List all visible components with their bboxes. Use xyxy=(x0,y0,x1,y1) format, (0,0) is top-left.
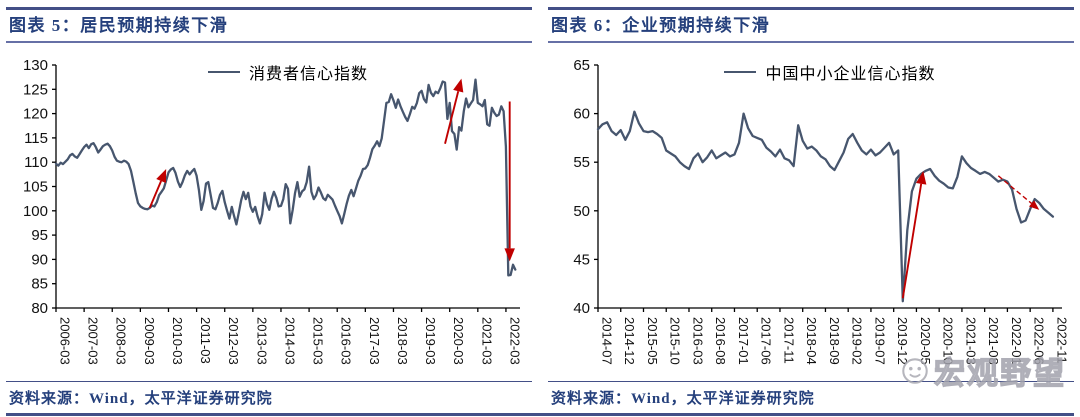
svg-text:2022-06: 2022-06 xyxy=(1032,317,1047,365)
source-note-right: 资料来源：Wind，太平洋证券研究院 xyxy=(551,391,815,408)
svg-text:2018-09: 2018-09 xyxy=(827,317,842,365)
svg-text:2017-06: 2017-06 xyxy=(759,317,774,365)
chart-panel-consumer-confidence: 图表 5：居民预期持续下滑 80 85 90 95 100 105 110 115 120 125… xyxy=(6,0,532,408)
svg-text:2020-03: 2020-03 xyxy=(451,317,466,365)
svg-text:90: 90 xyxy=(31,251,48,268)
svg-text:2011-03: 2011-03 xyxy=(198,317,213,364)
svg-text:2021-08: 2021-08 xyxy=(986,317,1001,365)
sme-confidence-chart-annotation-arrow-1 xyxy=(901,170,927,299)
svg-text:2006-03: 2006-03 xyxy=(58,317,73,365)
svg-text:95: 95 xyxy=(31,227,48,244)
svg-text:120: 120 xyxy=(23,105,48,122)
svg-text:80: 80 xyxy=(31,300,48,317)
svg-text:2020-05: 2020-05 xyxy=(918,317,933,365)
svg-text:2016-03: 2016-03 xyxy=(690,317,705,365)
svg-text:2017-11: 2017-11 xyxy=(781,317,796,364)
svg-text:2021-03: 2021-03 xyxy=(963,317,978,365)
svg-text:105: 105 xyxy=(23,178,48,195)
svg-text:50: 50 xyxy=(573,203,590,220)
svg-text:2015-03: 2015-03 xyxy=(311,317,326,365)
svg-text:2019-07: 2019-07 xyxy=(872,317,887,365)
svg-text:110: 110 xyxy=(24,154,48,171)
svg-text:2022-01: 2022-01 xyxy=(1009,317,1024,365)
svg-text:2021-03: 2021-03 xyxy=(479,317,494,365)
svg-text:2008-03: 2008-03 xyxy=(114,317,129,365)
figure-title-left: 图表 5：居民预期持续下滑 xyxy=(9,16,229,35)
svg-text:2007-03: 2007-03 xyxy=(86,317,101,365)
consumer-confidence-chart-axes: 80 85 90 95 100 105 110 115 120 125 130 2006-03 2007… xyxy=(23,57,522,365)
svg-text:2016-03: 2016-03 xyxy=(339,317,354,365)
page-bottom-rule xyxy=(6,413,1074,416)
consumer-confidence-chart: 80 85 90 95 100 105 110 115 120 125 130 2006-03 2007… xyxy=(23,57,522,365)
sme-confidence-chart-annotation-arrow-2 xyxy=(997,175,1040,210)
svg-text:2017-03: 2017-03 xyxy=(367,317,382,365)
svg-text:2014-03: 2014-03 xyxy=(282,317,297,365)
svg-text:2010-03: 2010-03 xyxy=(170,317,185,365)
svg-text:2014-12: 2014-12 xyxy=(622,317,637,365)
svg-text:2018-04: 2018-04 xyxy=(804,317,819,365)
svg-text:2017-01: 2017-01 xyxy=(736,317,751,365)
svg-text:100: 100 xyxy=(23,203,48,220)
panel-top-rule xyxy=(548,7,1074,10)
figure-panels: 图表 5：居民预期持续下滑 80 85 90 95 100 105 110 115 120 125… xyxy=(6,0,1074,408)
svg-text:2019-02: 2019-02 xyxy=(850,317,865,365)
consumer-confidence-chart-annotation-arrow-3 xyxy=(504,101,515,262)
svg-text:125: 125 xyxy=(23,81,48,98)
svg-text:2014-07: 2014-07 xyxy=(600,317,615,365)
consumer-confidence-chart-annotation-arrow-1 xyxy=(148,168,167,209)
svg-text:2019-03: 2019-03 xyxy=(423,317,438,365)
sme-confidence-chart-series-line xyxy=(596,110,1055,303)
panel-foot-rule xyxy=(6,380,532,383)
svg-text:40: 40 xyxy=(573,300,590,317)
sme-confidence-chart-axes: 40 45 50 55 60 65 2014-07 2014-12 2015-05 2015-10… xyxy=(573,57,1069,365)
svg-text:2015-10: 2015-10 xyxy=(668,317,683,365)
svg-text:2016-08: 2016-08 xyxy=(713,317,728,365)
svg-text:2022-11: 2022-11 xyxy=(1054,317,1069,364)
svg-text:2018-03: 2018-03 xyxy=(395,317,410,365)
panel-title-rule xyxy=(6,40,532,43)
panel-foot-rule xyxy=(548,380,1074,383)
chart-panel-sme-confidence: 图表 6：企业预期持续下滑 40 45 50 55 60 65 2014-07 2014-12… xyxy=(548,0,1074,408)
svg-text:55: 55 xyxy=(573,154,590,171)
svg-text:60: 60 xyxy=(573,105,590,122)
svg-text:65: 65 xyxy=(573,57,590,74)
svg-text:130: 130 xyxy=(23,57,48,74)
svg-text:45: 45 xyxy=(573,251,590,268)
svg-text:2013-03: 2013-03 xyxy=(254,317,269,365)
svg-text:2009-03: 2009-03 xyxy=(142,317,157,365)
svg-text:115: 115 xyxy=(24,130,48,147)
figure-title-right: 图表 6：企业预期持续下滑 xyxy=(551,16,771,35)
source-note-left: 资料来源：Wind，太平洋证券研究院 xyxy=(9,391,273,408)
svg-text:2019-12: 2019-12 xyxy=(895,317,910,365)
sme-confidence-chart: 40 45 50 55 60 65 2014-07 2014-12 2015-05 2015-10… xyxy=(573,57,1069,365)
svg-text:2012-03: 2012-03 xyxy=(226,317,241,365)
svg-text:85: 85 xyxy=(31,275,48,292)
panel-top-rule xyxy=(6,7,532,10)
svg-text:2020-10: 2020-10 xyxy=(941,317,956,365)
svg-text:2015-05: 2015-05 xyxy=(645,317,660,365)
svg-text:2022-03: 2022-03 xyxy=(507,317,522,365)
consumer-confidence-chart-series-line xyxy=(54,78,517,277)
panel-title-rule xyxy=(548,40,1074,43)
consumer-confidence-chart-annotation-arrow-2 xyxy=(444,78,464,144)
